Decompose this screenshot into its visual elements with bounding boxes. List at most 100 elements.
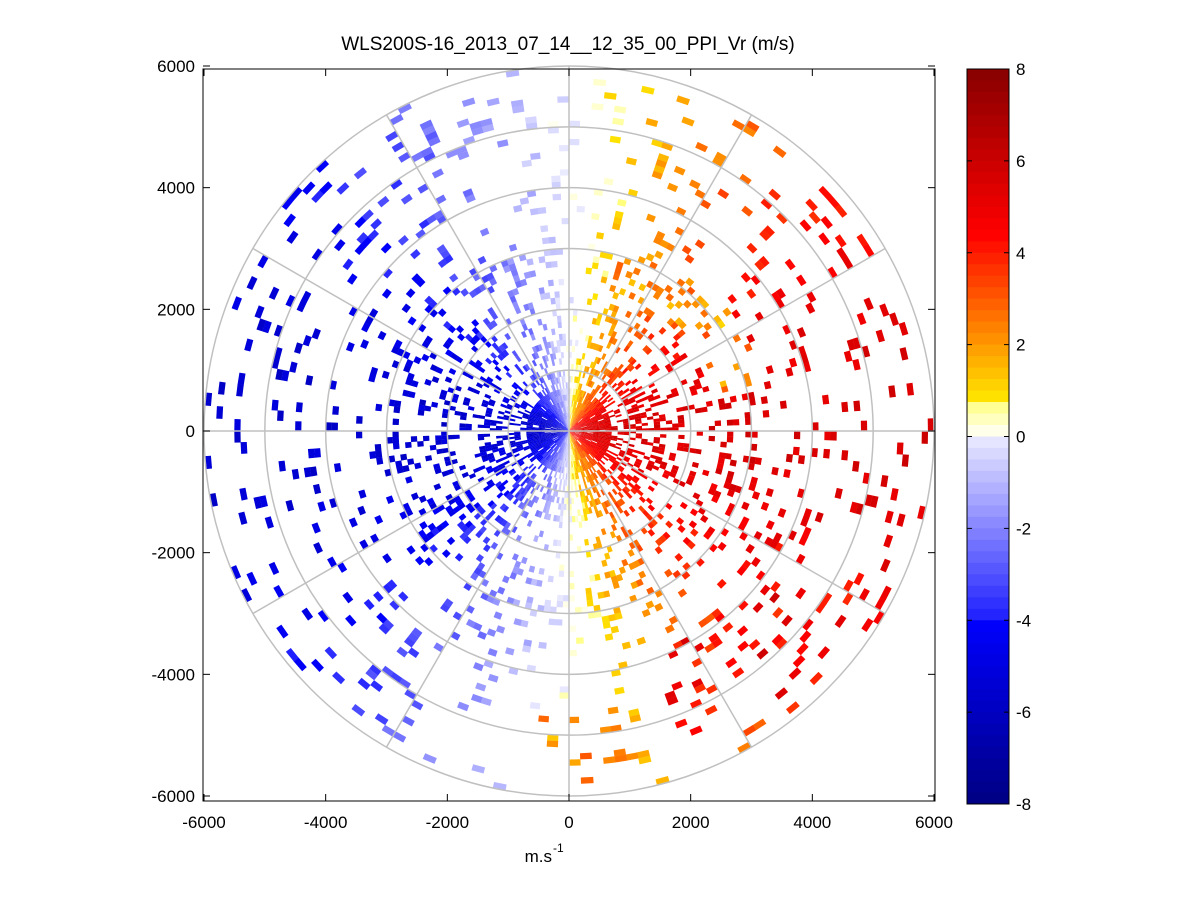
velocity-cell <box>419 399 427 406</box>
velocity-cell <box>659 239 670 249</box>
velocity-cell <box>539 293 546 301</box>
velocity-cell <box>585 392 590 399</box>
colorbar-cell <box>967 80 1009 93</box>
velocity-cell <box>563 448 566 455</box>
velocity-cell <box>557 453 561 460</box>
velocity-cell <box>590 442 596 447</box>
velocity-cell <box>558 447 562 454</box>
velocity-cell <box>585 421 592 425</box>
velocity-cell <box>549 606 557 614</box>
velocity-cell <box>584 463 590 470</box>
velocity-cell <box>795 274 807 287</box>
velocity-cell <box>507 289 515 298</box>
velocity-cell <box>457 333 466 342</box>
velocity-cell <box>709 483 718 491</box>
azimuth-spoke <box>621 460 886 615</box>
azimuth-spoke <box>252 247 517 402</box>
velocity-cell <box>578 370 582 378</box>
velocity-cell <box>655 230 666 240</box>
velocity-cell <box>571 461 573 468</box>
velocity-cell <box>568 625 577 632</box>
velocity-cell <box>532 450 539 455</box>
velocity-cell <box>563 454 566 462</box>
velocity-cell <box>594 446 601 451</box>
velocity-cell <box>285 499 295 512</box>
velocity-cell <box>508 418 516 422</box>
velocity-cell <box>694 321 704 330</box>
velocity-cell <box>578 446 583 452</box>
velocity-cell <box>547 438 553 443</box>
velocity-cell <box>818 185 832 200</box>
velocity-cell <box>572 421 578 427</box>
velocity-cell <box>560 435 566 441</box>
velocity-cell <box>577 402 581 409</box>
velocity-cell <box>727 431 734 437</box>
velocity-cell <box>665 293 675 302</box>
velocity-cell <box>581 413 587 419</box>
velocity-cell <box>501 479 509 486</box>
velocity-cell <box>489 422 497 426</box>
velocity-cell <box>531 353 537 360</box>
velocity-cell <box>565 425 569 431</box>
velocity-cell <box>672 333 682 342</box>
velocity-cell <box>665 520 674 529</box>
velocity-cell <box>557 440 562 446</box>
velocity-cell <box>447 434 454 440</box>
velocity-cell <box>555 490 559 498</box>
velocity-cell <box>556 417 561 423</box>
velocity-cell <box>555 417 561 423</box>
velocity-cell <box>577 439 583 444</box>
velocity-cell <box>520 422 528 426</box>
velocity-cell <box>896 442 904 455</box>
velocity-cell <box>591 397 597 404</box>
velocity-cell <box>557 425 564 429</box>
velocity-cell <box>541 466 547 473</box>
velocity-cell <box>628 278 636 287</box>
velocity-cell <box>659 417 666 422</box>
velocity-cell <box>560 388 563 396</box>
velocity-cell <box>503 460 510 466</box>
velocity-cell <box>317 609 330 623</box>
velocity-cell <box>572 420 576 426</box>
velocity-cell <box>586 434 594 437</box>
colorbar-cell <box>967 608 1009 621</box>
velocity-cell <box>567 418 569 425</box>
velocity-cell <box>230 565 242 580</box>
velocity-cell <box>491 446 499 451</box>
velocity-cell <box>820 215 833 229</box>
velocity-cell <box>555 446 560 452</box>
velocity-cell <box>741 205 754 217</box>
velocity-cell <box>246 571 258 586</box>
velocity-cell <box>655 538 663 547</box>
velocity-cell <box>856 312 867 326</box>
velocity-cell <box>565 431 569 437</box>
velocity-cell <box>561 466 564 474</box>
velocity-cell <box>587 429 594 431</box>
velocity-cell <box>458 513 467 522</box>
velocity-cell <box>456 520 466 529</box>
colorbar-cell <box>967 562 1009 575</box>
velocity-cell <box>549 353 554 361</box>
velocity-cell <box>506 403 514 409</box>
velocity-cell <box>547 448 553 454</box>
velocity-cell <box>609 442 616 447</box>
colorbar-tick-label: -2 <box>1016 519 1031 538</box>
velocity-cell <box>565 419 568 426</box>
velocity-cell <box>495 374 502 381</box>
velocity-cell <box>536 413 543 418</box>
velocity-cell <box>578 446 582 453</box>
velocity-cell <box>596 403 603 409</box>
velocity-cell <box>568 595 575 602</box>
velocity-cell <box>601 270 609 278</box>
velocity-cell <box>476 562 486 571</box>
velocity-cell <box>537 455 543 461</box>
velocity-cell <box>237 372 246 386</box>
velocity-cell <box>593 498 599 506</box>
velocity-cell <box>481 402 489 408</box>
velocity-cell <box>612 463 619 469</box>
velocity-cell <box>563 436 567 443</box>
velocity-cell <box>559 434 565 439</box>
velocity-cell <box>569 426 574 431</box>
velocity-cell <box>533 438 540 442</box>
velocity-cell <box>562 394 565 402</box>
